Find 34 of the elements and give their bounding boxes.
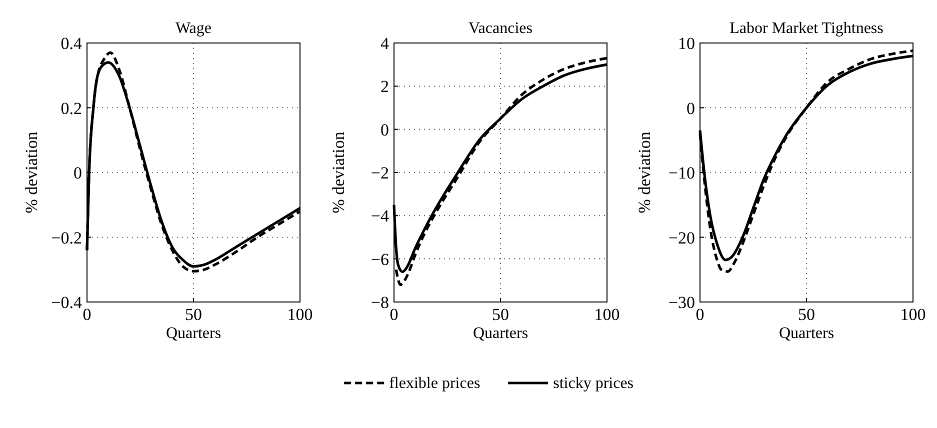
x-tick-label: 50 <box>185 305 202 324</box>
x-axis-title: Quarters <box>472 325 528 342</box>
legend-label: sticky prices <box>553 375 634 392</box>
x-tick-label: 100 <box>594 305 620 324</box>
y-tick-label: 0 <box>74 164 82 182</box>
legend-label: flexible prices <box>389 375 480 392</box>
y-tick-label: 10 <box>678 34 695 53</box>
y-tick-label: 0.4 <box>60 34 82 53</box>
chart-title: Wage <box>175 20 212 37</box>
y-tick-label: 0 <box>686 98 695 118</box>
y-tick-label: 0 <box>380 120 389 140</box>
y-axis-title: % deviation <box>329 131 348 214</box>
y-tick-label: −20 <box>668 228 695 248</box>
y-tick-label: −10 <box>668 164 695 182</box>
x-tick-label: 50 <box>798 305 815 324</box>
y-tick-label: 4 <box>380 34 390 53</box>
y-tick-label: −30 <box>668 293 695 312</box>
x-axis-title: Quarters <box>778 325 834 342</box>
y-tick-label: 0.2 <box>60 98 82 118</box>
y-axis-title: % deviation <box>635 131 654 214</box>
y-tick-label: −4 <box>370 206 390 226</box>
y-tick-label: 2 <box>380 77 389 96</box>
chart-title: Labor Market Tightness <box>730 20 884 37</box>
y-tick-label: −2 <box>370 164 389 182</box>
x-tick-label: 100 <box>287 305 313 324</box>
y-axis-title: % deviation <box>22 131 41 214</box>
y-tick-label: −0.2 <box>51 228 82 248</box>
x-tick-label: 50 <box>492 305 509 324</box>
chart-title: Vacancies <box>468 20 532 37</box>
x-tick-label: 100 <box>900 305 926 324</box>
y-tick-label: −6 <box>370 250 389 269</box>
y-tick-label: −8 <box>370 293 389 312</box>
x-axis-title: Quarters <box>166 325 222 342</box>
y-tick-label: −0.4 <box>51 293 82 312</box>
